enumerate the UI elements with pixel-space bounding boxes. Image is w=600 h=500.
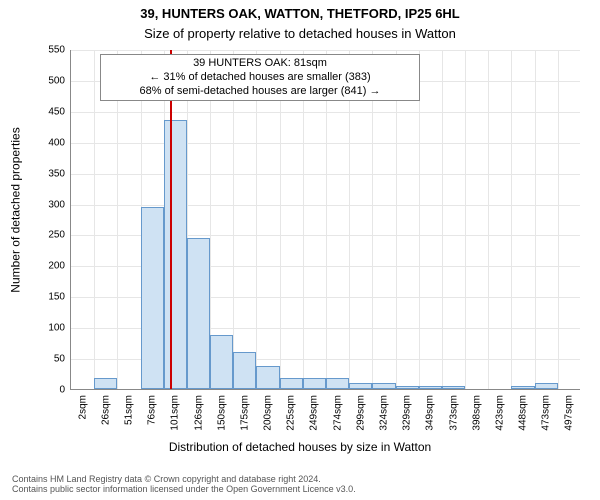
xtick-label: 249sqm [309, 389, 320, 431]
ytick-label: 550 [48, 45, 71, 56]
annotation-line-1: 39 HUNTERS OAK: 81sqm [107, 57, 413, 71]
footnote-line-1: Contains HM Land Registry data © Crown c… [12, 474, 356, 484]
xtick-label: 329sqm [402, 389, 413, 431]
bar [210, 335, 233, 389]
bar [326, 378, 349, 389]
x-axis-label-text: Distribution of detached houses by size … [169, 440, 431, 454]
xtick-label: 373sqm [448, 389, 459, 431]
ytick-label: 300 [48, 199, 71, 210]
xtick-label: 448sqm [518, 389, 529, 431]
xtick-label: 324sqm [378, 389, 389, 431]
bar [141, 207, 164, 389]
bar [303, 378, 326, 389]
annotation-box: 39 HUNTERS OAK: 81sqm ← 31% of detached … [100, 54, 420, 101]
xtick-label: 101sqm [170, 389, 181, 431]
ytick-label: 100 [48, 323, 71, 334]
xtick-label: 175sqm [239, 389, 250, 431]
xtick-label: 225sqm [286, 389, 297, 431]
xtick-label: 349sqm [425, 389, 436, 431]
chart-subtitle-text: Size of property relative to detached ho… [144, 26, 456, 41]
ytick-label: 200 [48, 261, 71, 272]
xtick-label: 126sqm [193, 389, 204, 431]
chart-subtitle: Size of property relative to detached ho… [0, 26, 600, 41]
grid-v [488, 50, 489, 389]
grid-v [465, 50, 466, 389]
xtick-label: 423sqm [494, 389, 505, 431]
ytick-label: 250 [48, 230, 71, 241]
bar [280, 378, 303, 389]
ytick-label: 50 [54, 354, 71, 365]
bar [233, 352, 256, 389]
annotation-line-2: ← 31% of detached houses are smaller (38… [107, 71, 413, 85]
footnote-line-2: Contains public sector information licen… [12, 484, 356, 494]
ytick-label: 150 [48, 292, 71, 303]
grid-v [558, 50, 559, 389]
y-axis-label-text: Number of detached properties [9, 127, 23, 292]
grid-v [94, 50, 95, 389]
xtick-label: 76sqm [147, 389, 158, 425]
xtick-label: 473sqm [541, 389, 552, 431]
xtick-label: 200sqm [263, 389, 274, 431]
ytick-label: 450 [48, 106, 71, 117]
xtick-label: 299sqm [355, 389, 366, 431]
footnote: Contains HM Land Registry data © Crown c… [12, 474, 356, 494]
chart-title-text: 39, HUNTERS OAK, WATTON, THETFORD, IP25 … [140, 6, 460, 21]
xtick-label: 26sqm [100, 389, 111, 425]
xtick-label: 150sqm [216, 389, 227, 431]
ytick-label: 350 [48, 168, 71, 179]
xtick-label: 274sqm [332, 389, 343, 431]
bar [256, 366, 279, 389]
chart-title: 39, HUNTERS OAK, WATTON, THETFORD, IP25 … [0, 6, 600, 21]
ytick-label: 500 [48, 75, 71, 86]
ytick-label: 400 [48, 137, 71, 148]
xtick-label: 2sqm [77, 389, 88, 419]
x-axis-label: Distribution of detached houses by size … [0, 440, 600, 454]
grid-v [511, 50, 512, 389]
xtick-label: 51sqm [123, 389, 134, 425]
ytick-label: 0 [59, 385, 71, 396]
grid-v [535, 50, 536, 389]
grid-v [442, 50, 443, 389]
xtick-label: 497sqm [564, 389, 575, 431]
y-axis-label: Number of detached properties [6, 0, 26, 420]
bar [94, 378, 117, 389]
bar [164, 120, 187, 389]
chart-page: 39, HUNTERS OAK, WATTON, THETFORD, IP25 … [0, 0, 600, 500]
bar [187, 238, 210, 389]
xtick-label: 398sqm [471, 389, 482, 431]
annotation-line-3: 68% of semi-detached houses are larger (… [107, 85, 413, 99]
